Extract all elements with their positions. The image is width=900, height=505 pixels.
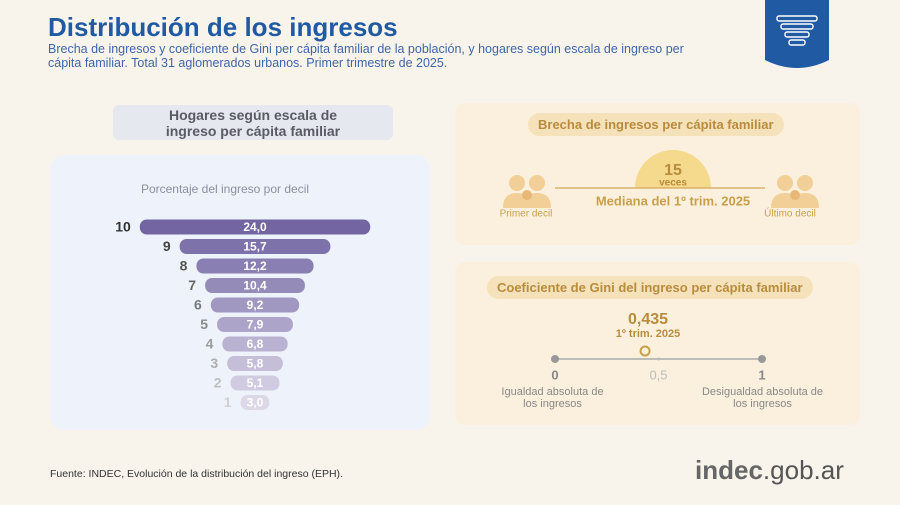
brecha-left-label: Primer decil (500, 209, 553, 220)
value-label: 5,1 (247, 376, 264, 390)
funnel-bar (240, 395, 270, 410)
value-label: 5,8 (247, 357, 264, 371)
logo-name: indec (695, 455, 763, 485)
brecha-value: 15 (664, 162, 682, 179)
brecha-graphic: 15 veces Mediana del 1º trim. 2025 Prime… (500, 150, 819, 220)
logo-domain: .gob.ar (762, 455, 844, 485)
decile-label: 7 (188, 277, 196, 293)
funnel-title: Hogares según escala de ingreso per cápi… (113, 105, 393, 140)
funnel-bar (196, 258, 314, 274)
value-label: 10,4 (243, 279, 267, 293)
decile-label: 9 (163, 238, 171, 254)
value-label: 12,2 (243, 259, 267, 273)
funnel-subtitle: Porcentaje del ingreso por decil (141, 182, 309, 196)
source: Fuente: INDEC, Evolución de la distribuc… (50, 468, 343, 480)
funnel-bar (227, 356, 283, 371)
decile-label: 8 (180, 258, 188, 274)
funnel-bar (230, 375, 280, 391)
gini-tick (551, 355, 559, 363)
gini-left-label: Igualdad absoluta de los ingresos (501, 386, 604, 410)
funnel-bar (222, 336, 288, 352)
gini-tick (758, 355, 766, 363)
title: Distribución de los ingresos (48, 12, 398, 42)
gini-tick-label: 0 (551, 367, 558, 382)
gini-tick-label: 0,5 (649, 367, 667, 382)
funnel-chart: Porcentaje del ingreso por decil 24,0 10 1… (50, 155, 430, 430)
gini-graphic: 0,435 1º trim. 2025 0 0,5 1 (551, 311, 766, 382)
gini-value: 0,435 (628, 311, 668, 328)
gini-period: 1º trim. 2025 (616, 328, 681, 340)
gini-tick-label: 1 (758, 367, 765, 382)
funnel-bar (179, 239, 331, 254)
value-label: 3,0 (247, 396, 264, 410)
value-label: 9,2 (247, 298, 264, 312)
logo: indec.gob.ar (695, 455, 844, 486)
brecha-caption: Mediana del 1º trim. 2025 (596, 193, 750, 208)
value-label: 24,0 (243, 220, 267, 234)
funnel-bar (217, 317, 293, 332)
brecha-right-label: Último decil (764, 207, 816, 220)
brecha-title: Brecha de ingresos per cápita familiar (528, 113, 784, 136)
icon-tab (765, 0, 829, 68)
subtitle: Brecha de ingresos y coeficiente de Gini… (48, 42, 684, 70)
funnel-title-text: Hogares según escala de ingreso per cápi… (165, 106, 341, 139)
funnel-bar (210, 297, 300, 313)
decile-label: 1 (224, 394, 232, 410)
gini-tick (657, 357, 660, 361)
funnel-bar (205, 278, 305, 293)
decile-label: 10 (115, 219, 131, 235)
decile-label: 3 (210, 355, 218, 371)
gini-right-label: Desigualdad absoluta de los ingresos (701, 386, 824, 410)
brecha-unit: veces (659, 178, 687, 189)
decile-label: 2 (214, 375, 222, 391)
decile-label: 6 (194, 297, 202, 313)
value-label: 7,9 (247, 318, 264, 332)
gini-title: Coeficiente de Gini del ingreso per cápi… (487, 276, 813, 299)
value-label: 6,8 (247, 337, 264, 351)
funnel-bar (139, 219, 371, 235)
gini-marker (639, 345, 651, 357)
decile-label: 4 (206, 336, 214, 352)
decile-label: 5 (200, 316, 208, 332)
value-label: 15,7 (243, 240, 267, 254)
